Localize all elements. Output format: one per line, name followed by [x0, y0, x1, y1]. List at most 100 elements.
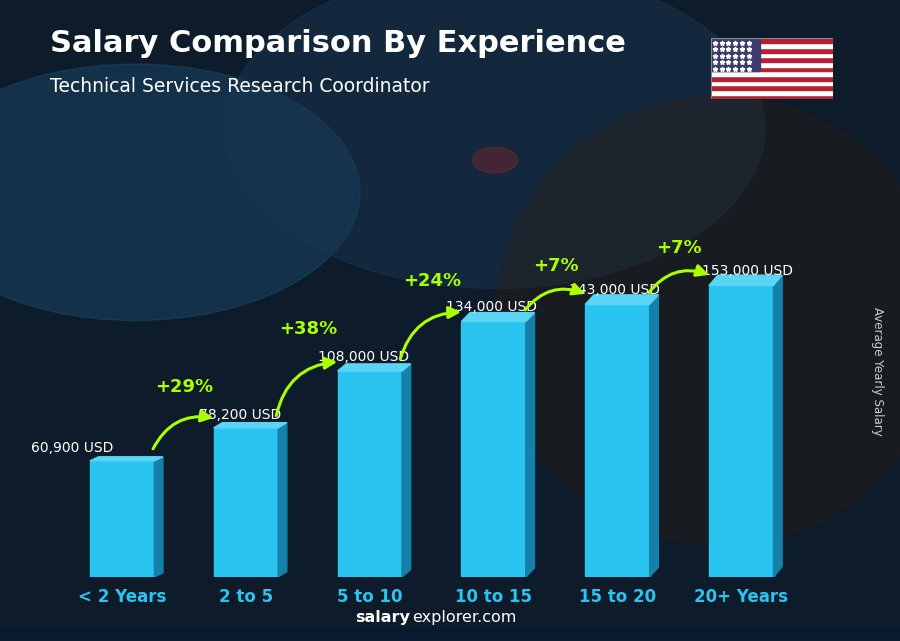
- Bar: [0, 628, 900, 635]
- Bar: [0, 633, 900, 640]
- Bar: [711, 48, 832, 53]
- Polygon shape: [278, 422, 287, 577]
- Bar: [711, 95, 832, 99]
- Bar: [0, 629, 900, 635]
- Bar: [0, 632, 900, 638]
- Text: Technical Services Research Coordinator: Technical Services Research Coordinator: [50, 77, 429, 96]
- Bar: [0, 633, 900, 639]
- Ellipse shape: [472, 147, 518, 173]
- Bar: [0, 632, 900, 638]
- Bar: [0, 631, 900, 638]
- Text: Salary Comparison By Experience: Salary Comparison By Experience: [50, 29, 625, 58]
- Bar: [0, 632, 900, 638]
- Text: Average Yearly Salary: Average Yearly Salary: [871, 308, 884, 436]
- Ellipse shape: [495, 96, 900, 545]
- Bar: [711, 90, 832, 95]
- Bar: [0, 629, 900, 635]
- Bar: [0, 633, 900, 640]
- Bar: [0, 629, 900, 636]
- Text: 78,200 USD: 78,200 USD: [199, 408, 281, 422]
- Text: salary: salary: [355, 610, 410, 625]
- Bar: [0, 633, 900, 639]
- Text: 108,000 USD: 108,000 USD: [318, 351, 410, 365]
- Bar: [0, 631, 900, 638]
- Bar: [711, 81, 832, 85]
- Bar: [0, 634, 900, 640]
- Bar: [0, 628, 900, 635]
- Bar: [0, 629, 900, 636]
- Bar: [0, 631, 900, 637]
- Bar: [0, 631, 900, 637]
- Bar: [0, 629, 900, 636]
- Bar: [0, 630, 900, 637]
- Bar: [0, 633, 900, 639]
- Bar: [711, 76, 832, 81]
- Bar: [0, 629, 900, 636]
- Bar: [0, 630, 900, 637]
- Text: 134,000 USD: 134,000 USD: [446, 300, 536, 314]
- Bar: [0, 631, 900, 638]
- Bar: [0, 631, 900, 638]
- Bar: [711, 38, 832, 43]
- Bar: [0, 634, 900, 640]
- Polygon shape: [462, 313, 535, 322]
- Bar: [0, 634, 900, 640]
- Bar: [0, 630, 900, 637]
- Bar: [711, 57, 832, 62]
- Bar: [0, 629, 900, 635]
- Bar: [0, 631, 900, 638]
- Polygon shape: [585, 304, 650, 577]
- Bar: [0, 631, 900, 637]
- Bar: [0, 635, 900, 641]
- Bar: [0, 633, 900, 640]
- Text: 60,900 USD: 60,900 USD: [32, 441, 113, 455]
- Ellipse shape: [0, 64, 360, 321]
- Bar: [711, 53, 832, 57]
- Bar: [0, 630, 900, 637]
- Bar: [0, 633, 900, 639]
- Bar: [0, 633, 900, 640]
- Bar: [0, 631, 900, 637]
- Polygon shape: [90, 461, 154, 577]
- Text: +7%: +7%: [657, 239, 702, 257]
- Bar: [0, 632, 900, 638]
- Bar: [0, 631, 900, 637]
- Bar: [711, 85, 832, 90]
- Bar: [0, 631, 900, 637]
- Bar: [0, 629, 900, 636]
- Bar: [711, 38, 760, 71]
- Bar: [0, 634, 900, 640]
- Bar: [0, 634, 900, 640]
- Bar: [711, 67, 832, 71]
- Bar: [0, 629, 900, 635]
- Bar: [0, 634, 900, 640]
- Bar: [0, 629, 900, 635]
- Bar: [0, 629, 900, 635]
- Bar: [0, 630, 900, 637]
- Bar: [0, 629, 900, 636]
- Bar: [0, 633, 900, 640]
- Bar: [0, 628, 900, 635]
- Bar: [0, 630, 900, 637]
- Bar: [0, 631, 900, 637]
- Bar: [0, 635, 900, 641]
- Polygon shape: [214, 428, 278, 577]
- Bar: [0, 632, 900, 638]
- Bar: [0, 628, 900, 635]
- Bar: [0, 633, 900, 640]
- Bar: [0, 630, 900, 637]
- Bar: [711, 62, 832, 67]
- Bar: [711, 43, 832, 48]
- Ellipse shape: [225, 0, 765, 288]
- Bar: [0, 632, 900, 638]
- Bar: [0, 628, 900, 635]
- Bar: [0, 633, 900, 640]
- Bar: [0, 634, 900, 640]
- Polygon shape: [526, 313, 535, 577]
- Bar: [0, 635, 900, 641]
- Bar: [0, 632, 900, 638]
- Bar: [0, 630, 900, 637]
- Bar: [0, 631, 900, 637]
- Text: 143,000 USD: 143,000 USD: [570, 283, 661, 297]
- Text: +38%: +38%: [279, 320, 337, 338]
